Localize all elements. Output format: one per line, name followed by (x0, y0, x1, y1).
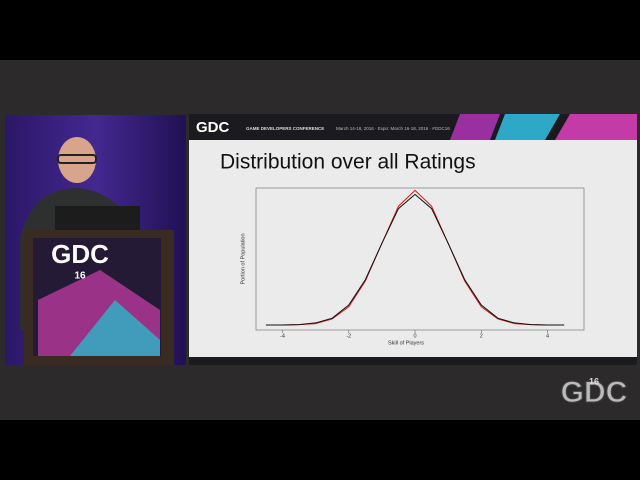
header-stripe (555, 114, 637, 140)
podium-logo: GDC (51, 239, 109, 269)
series-line (265, 193, 565, 326)
header-event: GAME DEVELOPERS CONFERENCE (246, 126, 324, 131)
x-tick-label: -2 (346, 333, 351, 339)
speaker-video: GDC 16 (5, 115, 186, 365)
slide-footer (189, 357, 637, 365)
header-stripe (495, 114, 560, 140)
header-logo: GDC (196, 119, 230, 136)
x-tick-label: 0 (413, 333, 416, 339)
podium-year: 16 (74, 271, 86, 282)
plot-frame (255, 187, 585, 331)
speaker-head (58, 137, 96, 183)
laptop (55, 206, 140, 234)
y-axis-label: Portion of Population (240, 233, 246, 284)
x-axis-label: Skill of Players (388, 340, 424, 346)
slide-background (189, 114, 637, 365)
header-dates: March 14-18, 2016 · Expo: March 16-18, 2… (336, 126, 450, 131)
x-tick-label: 2 (480, 333, 483, 339)
x-tick-label: 4 (546, 333, 549, 339)
x-tick-label: -4 (280, 333, 285, 339)
slide-title: Distribution over all Ratings (220, 151, 476, 174)
watermark-logo: GDC (561, 376, 628, 409)
watermark-year: 16 (589, 376, 599, 386)
header-stripe (450, 114, 500, 140)
podium-pattern (70, 300, 160, 356)
glasses (57, 154, 97, 164)
slide: GDC GAME DEVELOPERS CONFERENCE March 14-… (189, 114, 637, 365)
series-line (265, 189, 565, 326)
